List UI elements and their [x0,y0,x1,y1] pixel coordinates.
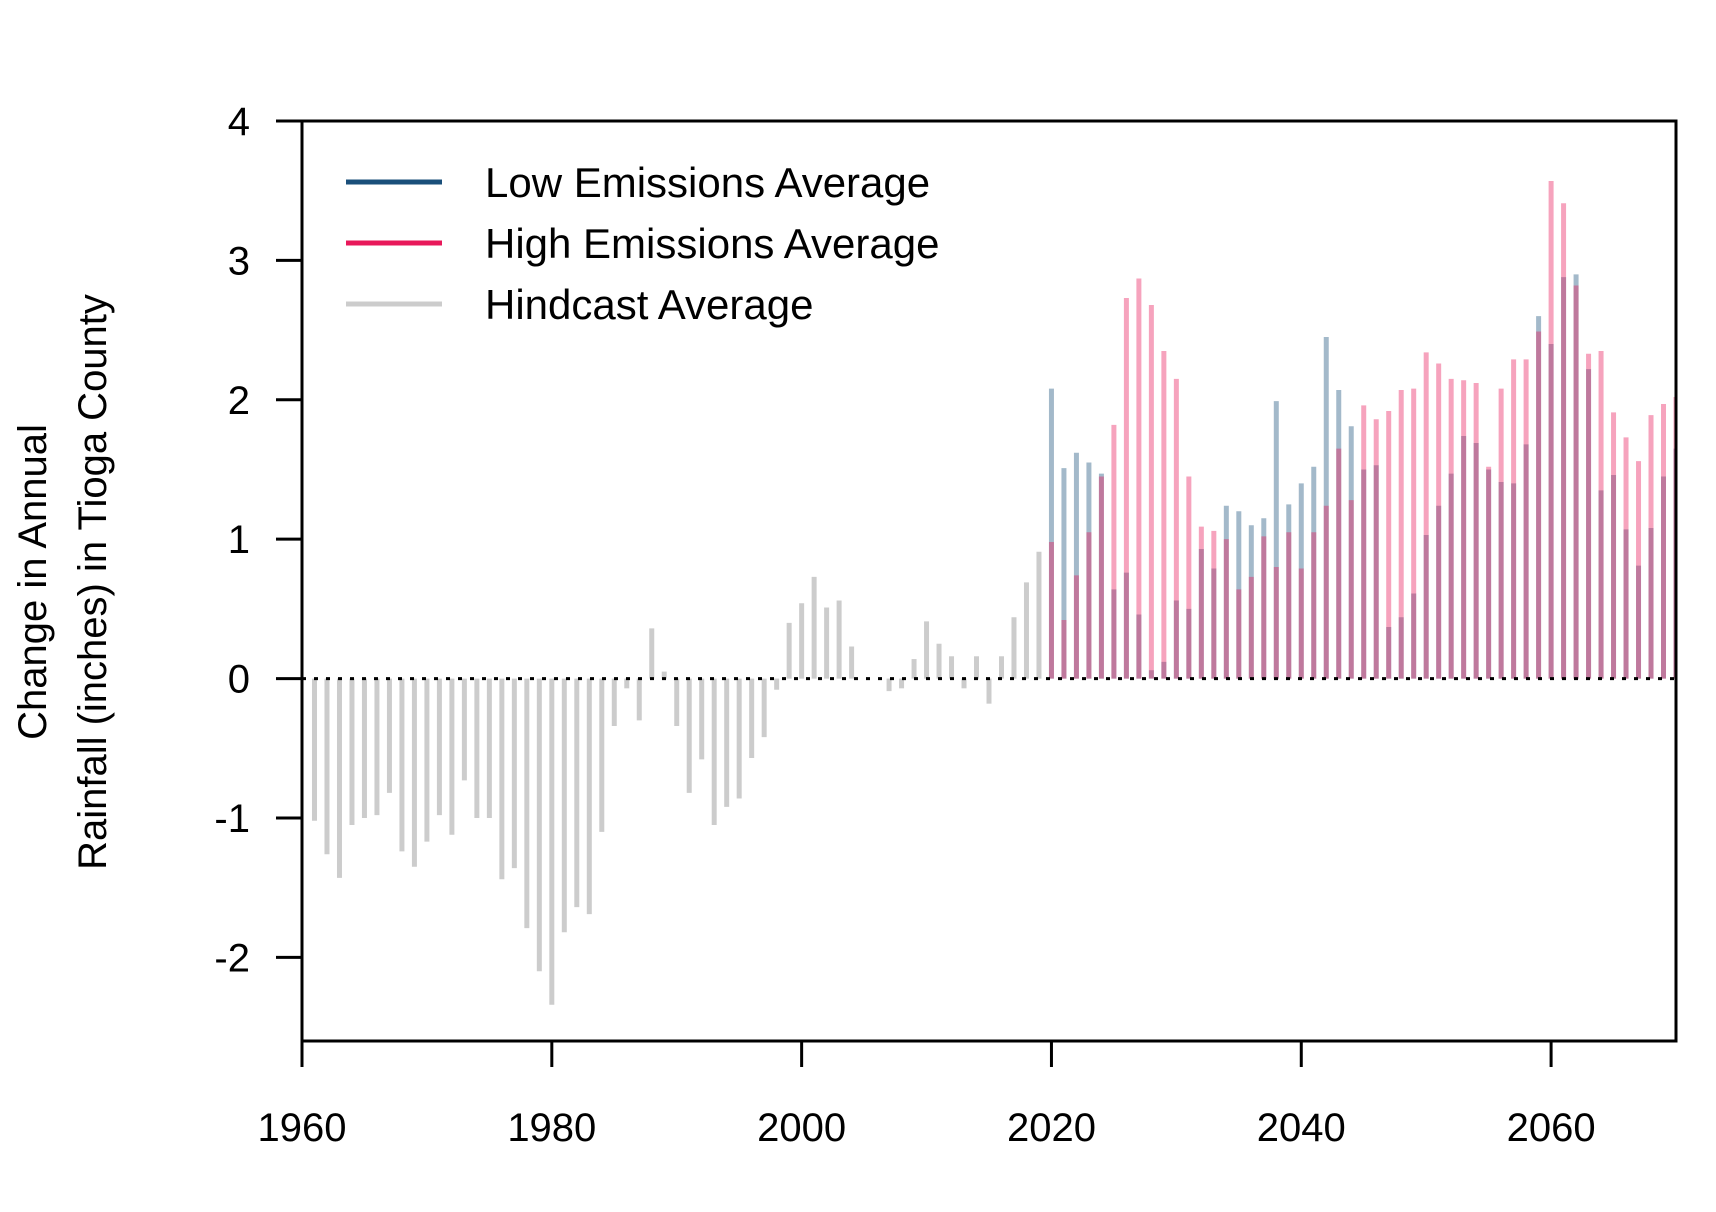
legend-label-hindcast-average: Hindcast Average [485,281,813,328]
x-tick-label-2000: 2000 [757,1106,846,1150]
x-tick-label-2060: 2060 [1507,1106,1596,1150]
y-tick-label-4: 4 [228,100,250,144]
x-tick-label-2040: 2040 [1257,1106,1346,1150]
y-tick-label-0: 0 [228,658,250,702]
x-tick-label-1960: 1960 [258,1106,347,1150]
y-tick-label-3: 3 [228,239,250,283]
y-tick-label--1: -1 [214,797,250,841]
y-axis-title-line-2: Rainfall (inches) in Tioga County [71,294,115,870]
x-axis: 1960 1980 2000 2020 2040 2060 [258,1039,1596,1150]
y-tick-label-2: 2 [228,379,250,423]
x-tick-label-2020: 2020 [1007,1106,1096,1150]
y-axis: -2 -1 0 1 2 3 4 [214,100,304,980]
legend: Low Emissions Average High Emissions Aver… [346,159,939,328]
y-axis-title-line-1: Change in Annual [11,424,55,740]
x-tick-label-1980: 1980 [507,1106,596,1150]
y-tick-label-1: 1 [228,518,250,562]
y-tick-label--2: -2 [214,936,250,980]
legend-label-low-emissions-average: Low Emissions Average [485,159,930,206]
legend-label-high-emissions-average: High Emissions Average [485,220,939,267]
bars-layer [311,180,1676,1005]
